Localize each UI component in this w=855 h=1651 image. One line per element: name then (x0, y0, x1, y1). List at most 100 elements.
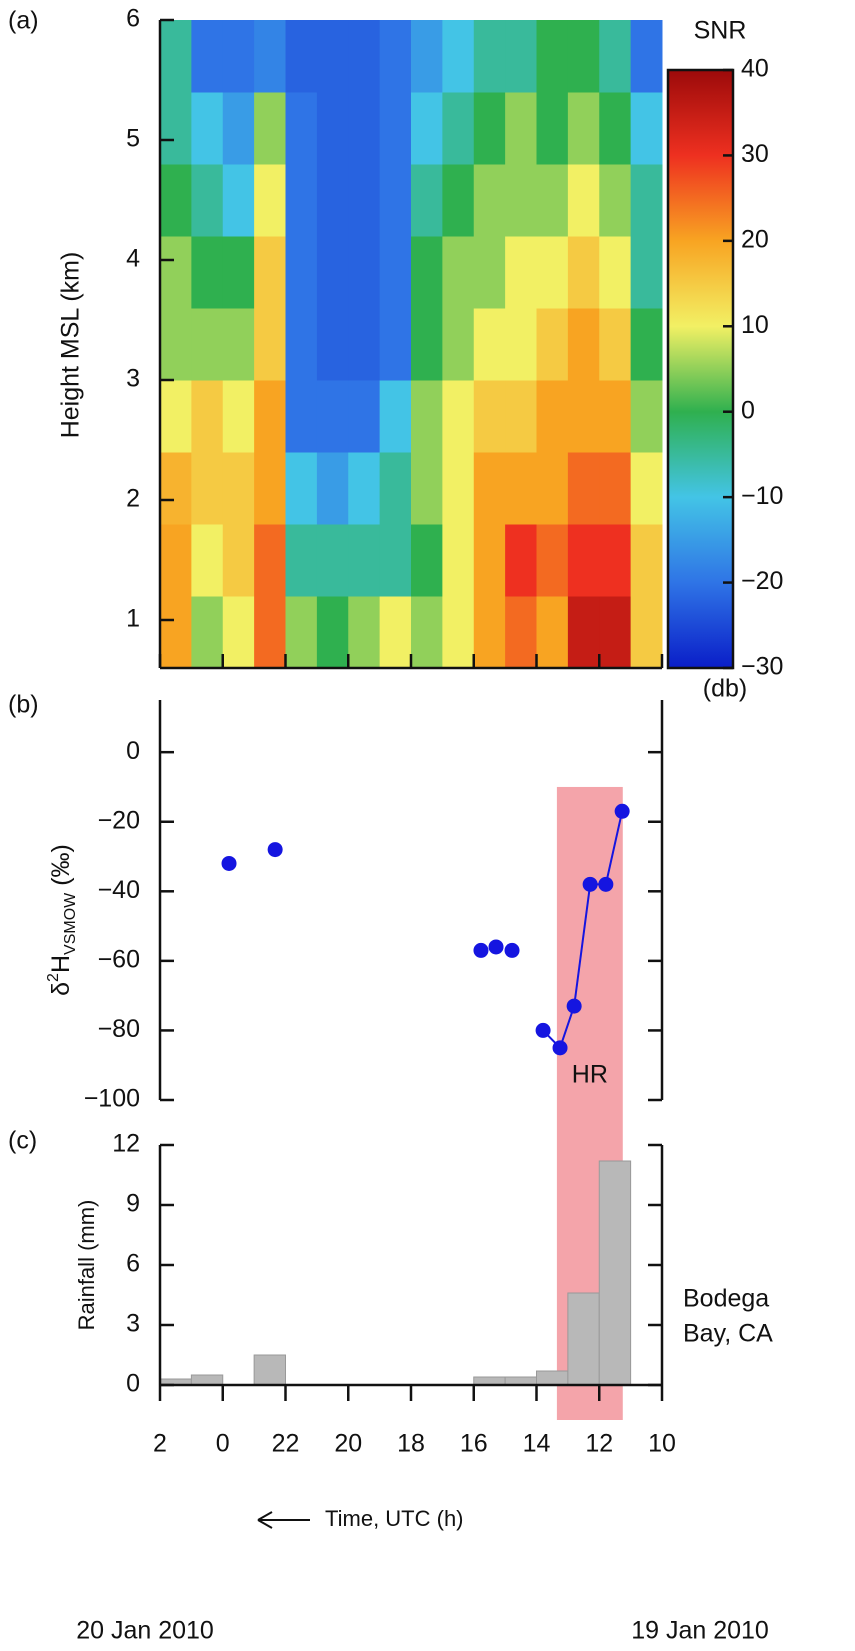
heat-cell (599, 596, 632, 669)
y-axis-label: Rainfall (mm) (74, 1200, 99, 1331)
heat-cell (379, 380, 412, 453)
station-line: Bodega (683, 1285, 769, 1313)
heat-cell (348, 452, 381, 525)
heat-cell (379, 452, 412, 525)
y-axis-label-part: (‰) (47, 844, 75, 893)
rain-bar (567, 1292, 600, 1386)
heat-cell (536, 20, 569, 93)
colorbar-tick-label: 40 (741, 55, 769, 83)
heat-cell (316, 164, 349, 237)
heat-cell (379, 308, 412, 381)
connect-line (573, 884, 592, 1007)
heat-cell (160, 308, 192, 381)
heat-cell (473, 380, 506, 453)
y-axis-label: Height MSL (km) (57, 252, 85, 439)
y-tick-label: −40 (98, 876, 140, 904)
heat-cell (505, 236, 537, 309)
heat-cell (599, 380, 632, 453)
heat-cell (379, 524, 412, 597)
heat-cell (222, 380, 255, 453)
data-point (614, 803, 630, 819)
y-tick-label: 9 (126, 1190, 140, 1218)
heat-cell (254, 92, 286, 165)
data-point (221, 855, 237, 871)
heat-cell (567, 308, 600, 381)
highlight-label: HR (572, 1060, 608, 1088)
heat-cell (160, 20, 192, 93)
heat-cell (630, 596, 663, 669)
heat-cell (222, 236, 255, 309)
y-tick-label: 3 (126, 1310, 140, 1338)
heat-cell (567, 236, 600, 309)
heat-cell (505, 308, 537, 381)
colorbar-tick-label: 0 (741, 396, 755, 424)
heat-cell (379, 236, 412, 309)
heat-cell (599, 20, 632, 93)
heat-cell (630, 380, 663, 453)
heat-cell (630, 308, 663, 381)
heat-cell (536, 524, 569, 597)
heat-cell (160, 452, 192, 525)
colorbar-title: SNR (694, 17, 747, 45)
y-tick-label: 6 (126, 5, 140, 33)
heat-cell (191, 452, 224, 525)
heat-cell (191, 164, 224, 237)
heat-cell (160, 380, 192, 453)
data-point (552, 1040, 568, 1056)
panel-label: (a) (8, 7, 39, 35)
y-axis-label-part: 2 (45, 973, 62, 982)
heat-cell (191, 92, 224, 165)
heat-cell (505, 596, 537, 669)
heat-cell (254, 308, 286, 381)
x-tick-label: 22 (272, 1430, 300, 1458)
heat-cell (473, 236, 506, 309)
rain-bar (190, 1374, 224, 1386)
heat-cell (316, 92, 349, 165)
data-point (267, 842, 283, 858)
heat-cell (254, 380, 286, 453)
data-point (473, 942, 489, 958)
heat-cell (160, 164, 192, 237)
heat-cell (411, 92, 443, 165)
heat-cell (599, 524, 632, 597)
heat-cell (348, 236, 381, 309)
heat-cell (411, 236, 443, 309)
heat-cell (411, 452, 443, 525)
heat-cell (254, 164, 286, 237)
panel-label: (c) (8, 1127, 37, 1155)
y-tick-label: 2 (126, 485, 140, 513)
heat-cell (567, 20, 600, 93)
heat-cell (442, 524, 475, 597)
heat-cell (316, 380, 349, 453)
heat-cell (191, 20, 224, 93)
heat-cell (160, 524, 192, 597)
heat-cell (191, 524, 224, 597)
heat-cell (442, 596, 475, 669)
x-tick-label: 2 (153, 1430, 167, 1458)
y-tick-label: 1 (126, 605, 140, 633)
heat-cell (222, 524, 255, 597)
x-axis-label: Time, UTC (h) (325, 1506, 464, 1531)
x-tick-label: 10 (648, 1430, 676, 1458)
heat-cell (630, 524, 663, 597)
heat-cell (536, 380, 569, 453)
heat-cell (505, 20, 537, 93)
heat-cell (505, 524, 537, 597)
heat-cell (348, 380, 381, 453)
y-tick-label: 0 (126, 737, 140, 765)
panel-label: (b) (8, 691, 39, 719)
data-point (488, 939, 504, 955)
heat-cell (630, 92, 663, 165)
heat-cell (567, 92, 600, 165)
y-tick-label: −100 (84, 1085, 140, 1113)
heat-cell (379, 596, 412, 669)
heat-cell (348, 20, 381, 93)
y-tick-label: −80 (98, 1015, 140, 1043)
heat-cell (379, 164, 412, 237)
heat-cell (222, 452, 255, 525)
heat-cell (222, 164, 255, 237)
heat-cell (285, 308, 318, 381)
y-axis-label-part: H (47, 955, 75, 973)
